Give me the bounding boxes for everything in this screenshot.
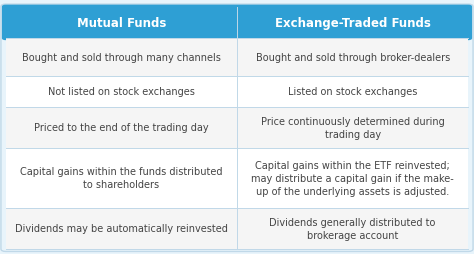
FancyBboxPatch shape	[6, 39, 468, 76]
FancyBboxPatch shape	[6, 76, 468, 107]
Text: Not listed on stock exchanges: Not listed on stock exchanges	[48, 87, 195, 97]
Text: Priced to the end of the trading day: Priced to the end of the trading day	[34, 123, 209, 133]
Text: Bought and sold through broker-dealers: Bought and sold through broker-dealers	[255, 53, 450, 63]
Text: Exchange-Traded Funds: Exchange-Traded Funds	[275, 17, 430, 30]
Text: Dividends may be automatically reinvested: Dividends may be automatically reinveste…	[15, 224, 228, 234]
FancyBboxPatch shape	[6, 208, 468, 249]
Text: Bought and sold through many channels: Bought and sold through many channels	[22, 53, 221, 63]
Text: Capital gains within the ETF reinvested;
may distribute a capital gain if the ma: Capital gains within the ETF reinvested;…	[251, 160, 454, 196]
Text: Listed on stock exchanges: Listed on stock exchanges	[288, 87, 417, 97]
Text: Mutual Funds: Mutual Funds	[77, 17, 166, 30]
Text: Price continuously determined during
trading day: Price continuously determined during tra…	[261, 116, 445, 139]
FancyBboxPatch shape	[6, 148, 468, 208]
FancyBboxPatch shape	[6, 107, 468, 148]
FancyBboxPatch shape	[2, 6, 472, 41]
Text: Dividends generally distributed to
brokerage account: Dividends generally distributed to broke…	[269, 217, 436, 240]
FancyBboxPatch shape	[1, 5, 473, 251]
Text: Capital gains within the funds distributed
to shareholders: Capital gains within the funds distribut…	[20, 167, 223, 189]
